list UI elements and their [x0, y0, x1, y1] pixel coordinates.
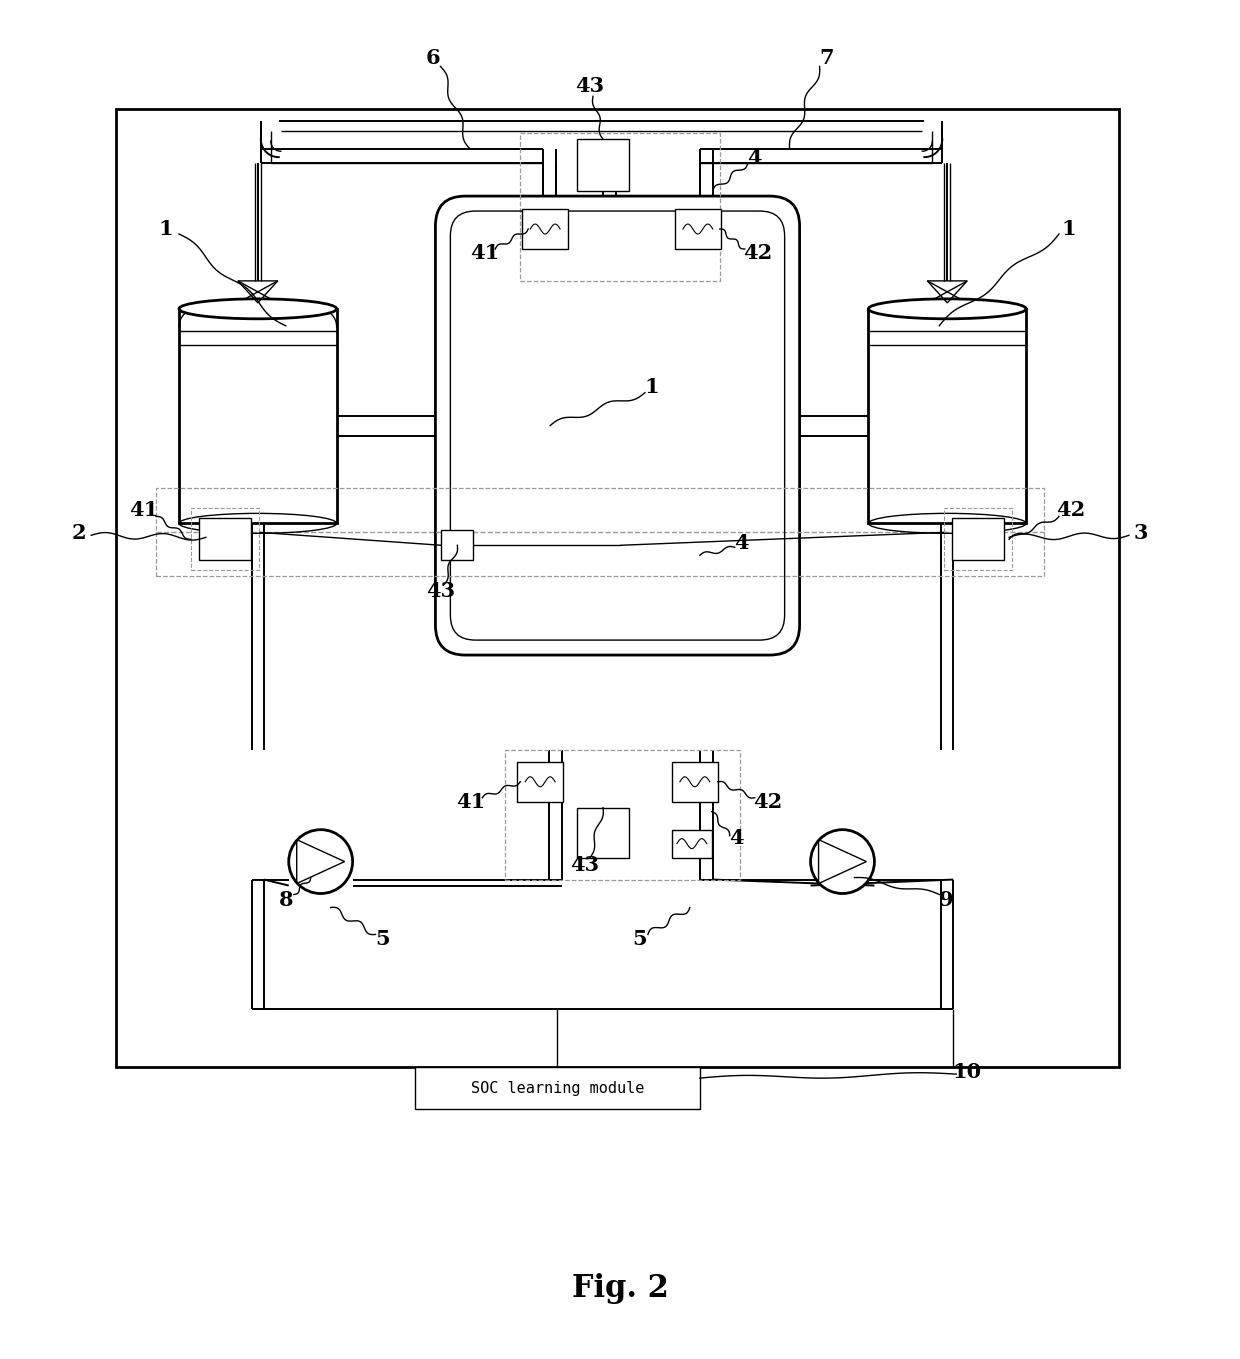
Text: 43: 43: [570, 855, 600, 875]
Text: 4: 4: [729, 828, 744, 848]
Bar: [675, 209, 720, 249]
Text: 43: 43: [425, 582, 455, 601]
Text: 41: 41: [129, 500, 159, 520]
Text: 42: 42: [743, 243, 773, 262]
Text: 3: 3: [1133, 523, 1148, 544]
Bar: [521, 133, 719, 281]
Ellipse shape: [179, 299, 336, 319]
Bar: [156, 488, 1044, 576]
Bar: [505, 750, 740, 879]
Bar: [868, 308, 1025, 523]
Circle shape: [289, 829, 352, 893]
Bar: [672, 762, 718, 802]
Text: 5: 5: [376, 930, 389, 950]
Bar: [517, 762, 563, 802]
Text: 4: 4: [748, 148, 763, 169]
Text: 42: 42: [753, 792, 782, 811]
Ellipse shape: [868, 299, 1025, 319]
Text: Fig. 2: Fig. 2: [572, 1273, 668, 1305]
Bar: [179, 308, 336, 523]
Circle shape: [811, 829, 874, 893]
FancyBboxPatch shape: [435, 196, 800, 655]
Text: SOC learning module: SOC learning module: [471, 1080, 645, 1095]
Bar: [577, 807, 629, 858]
Bar: [952, 518, 1004, 560]
Text: 1: 1: [645, 376, 660, 397]
Bar: [441, 530, 474, 560]
Text: 7: 7: [820, 49, 833, 68]
Bar: [672, 829, 712, 858]
Bar: [191, 508, 259, 571]
Text: 41: 41: [456, 792, 485, 811]
Bar: [117, 109, 1118, 1067]
Bar: [945, 508, 1012, 571]
Text: 8: 8: [279, 890, 293, 909]
Text: 4: 4: [734, 533, 749, 553]
Text: 9: 9: [939, 890, 954, 909]
Bar: [198, 518, 250, 560]
Text: 10: 10: [952, 1063, 982, 1082]
Text: 41: 41: [470, 243, 498, 262]
Bar: [577, 139, 629, 192]
Text: 5: 5: [632, 930, 647, 950]
Text: 1: 1: [159, 219, 174, 239]
Bar: [415, 1067, 699, 1109]
Text: 2: 2: [72, 523, 87, 544]
Bar: [522, 209, 568, 249]
Text: 42: 42: [1056, 500, 1085, 520]
Text: 6: 6: [427, 49, 440, 68]
Text: 43: 43: [575, 76, 605, 96]
Text: 1: 1: [1061, 219, 1076, 239]
